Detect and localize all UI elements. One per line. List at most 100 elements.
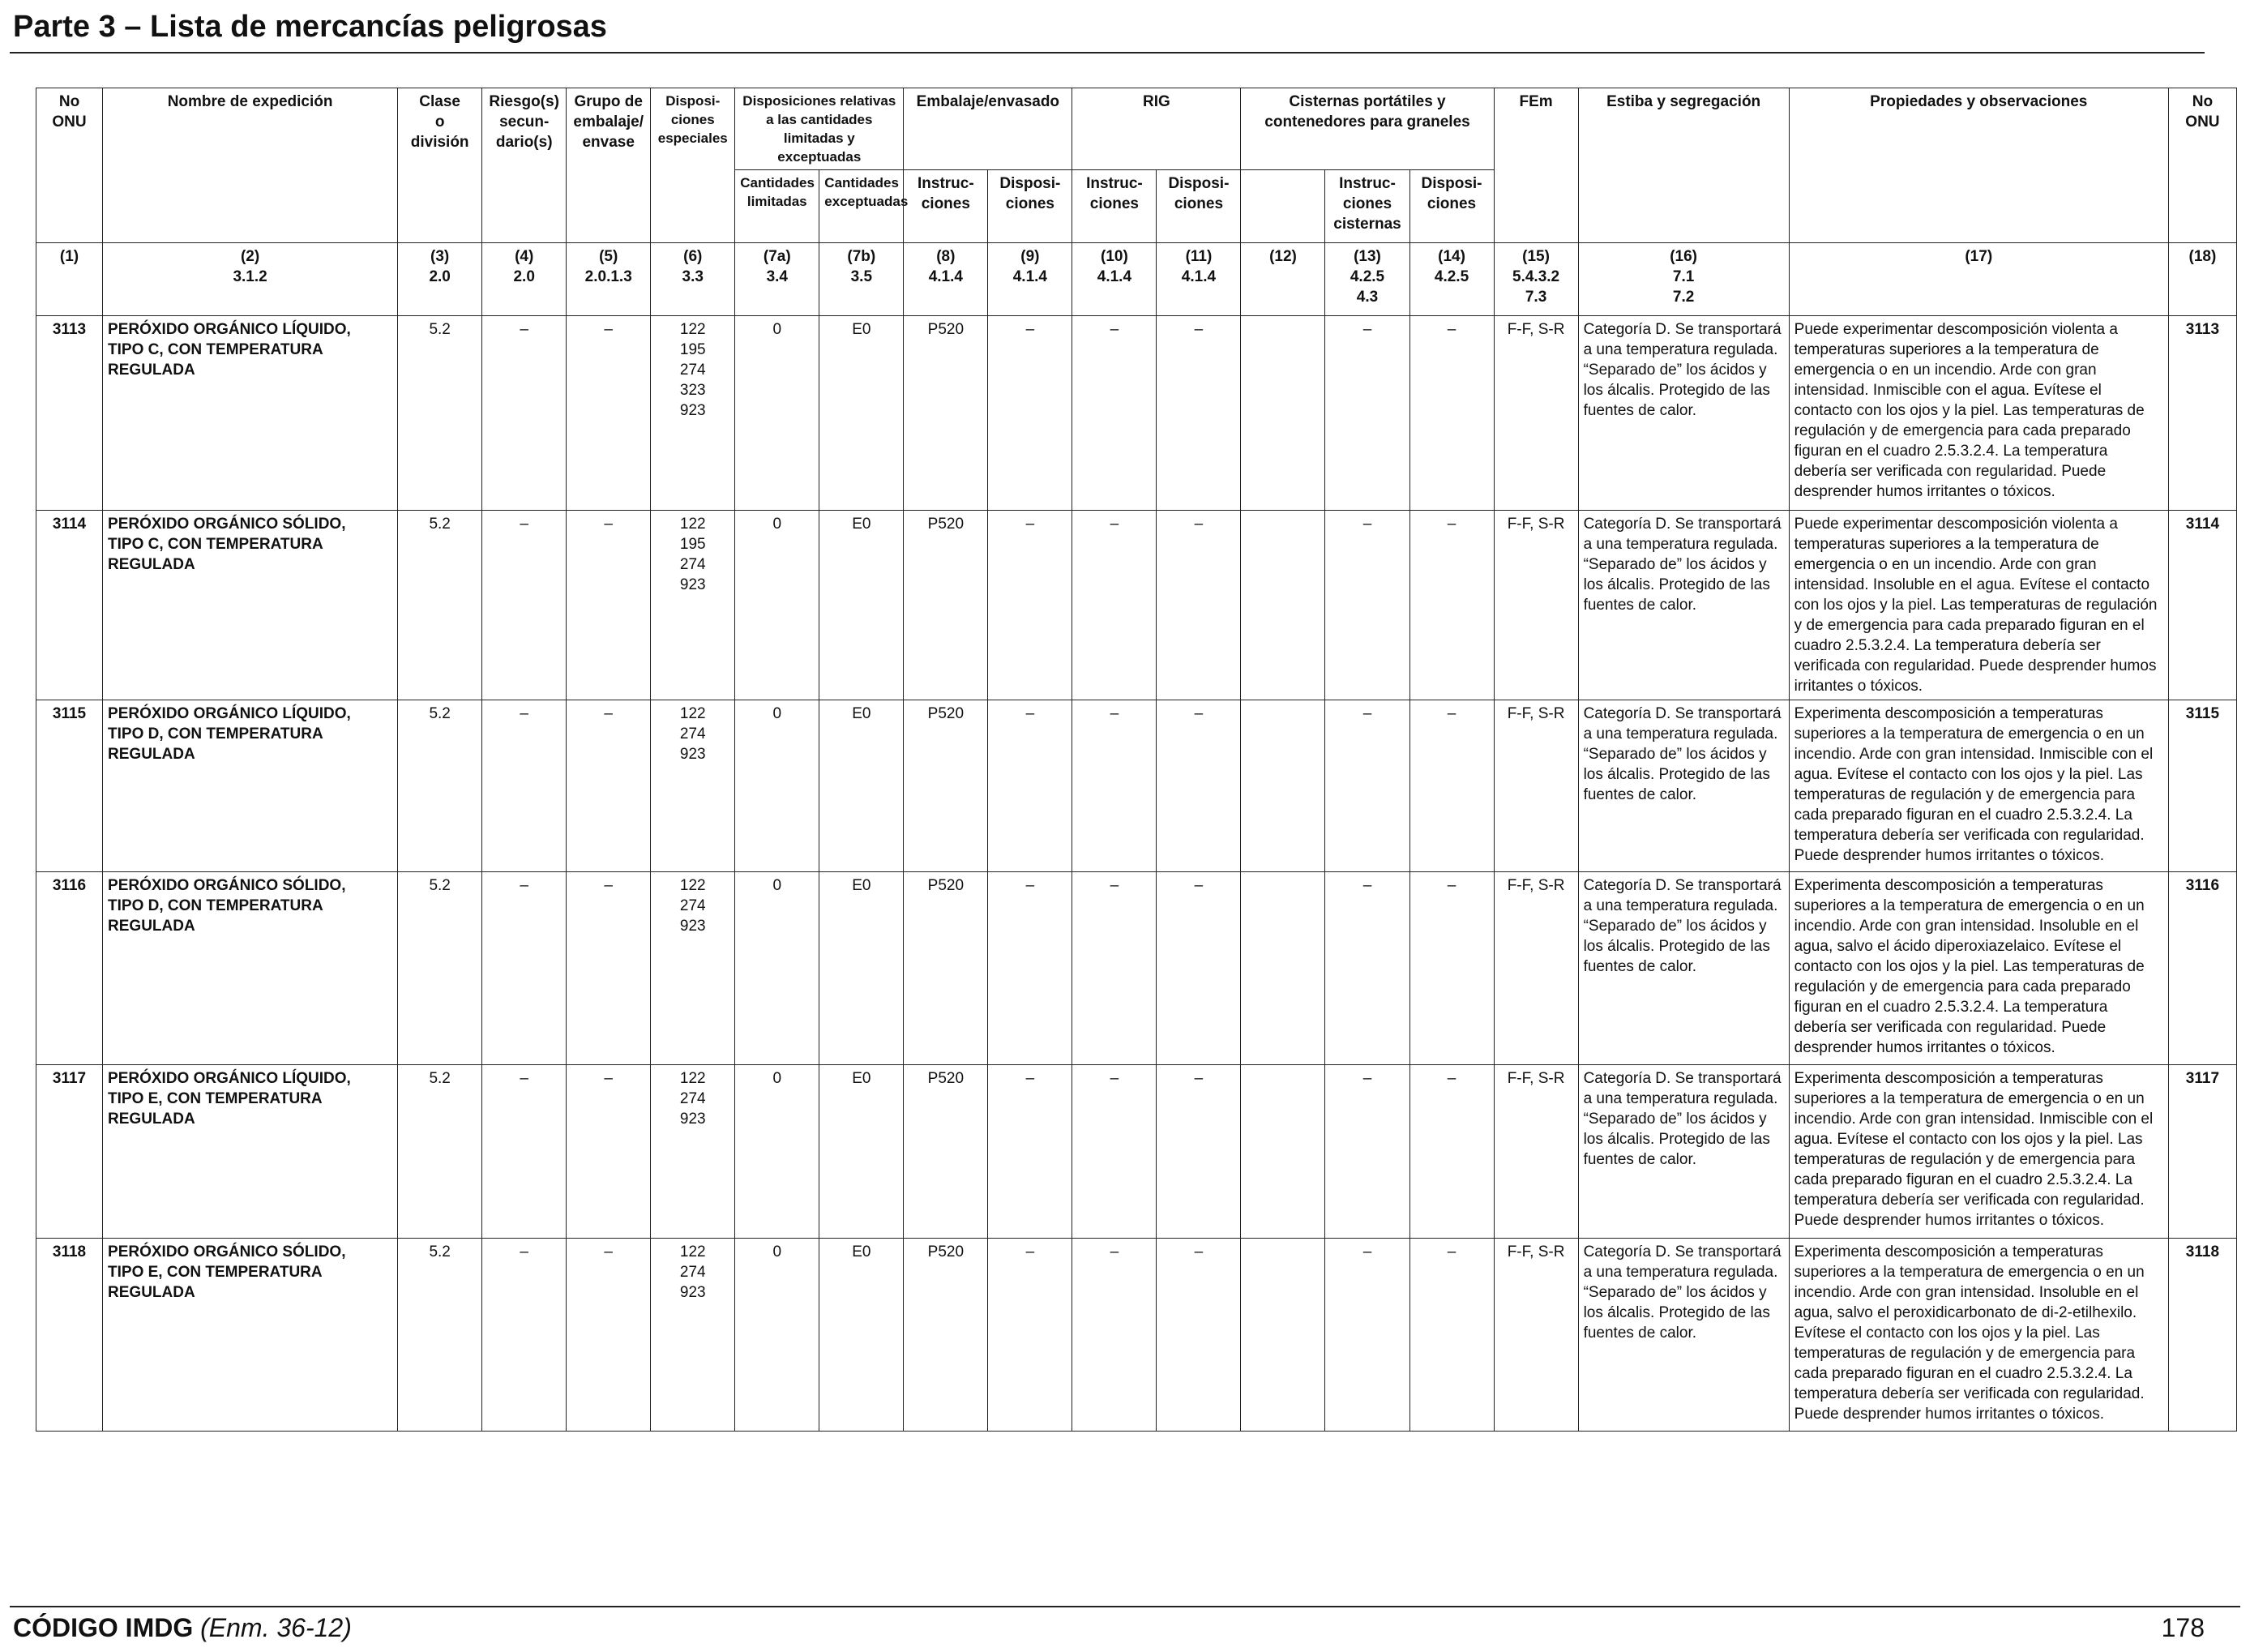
table-row: 3116 PERÓXIDO ORGÁNICO SÓLIDO, TIPO D, CO… bbox=[35, 871, 2238, 1065]
subsidiary-risk: – bbox=[481, 1238, 567, 1432]
onu-number: 3114 bbox=[35, 510, 104, 700]
properties-observations: Experimenta descomposición a temperatura… bbox=[1788, 1064, 2169, 1239]
column-number: (1) bbox=[35, 242, 104, 316]
table-row: 3113 PERÓXIDO ORGÁNICO LÍQUIDO, TIPO C, C… bbox=[35, 315, 2238, 511]
excepted-quantity: E0 bbox=[819, 871, 905, 1065]
subsidiary-risk: – bbox=[481, 510, 567, 700]
ibc-provision: – bbox=[1156, 1064, 1242, 1239]
onu-number-right: 3116 bbox=[2167, 871, 2238, 1065]
tank-provision: – bbox=[1409, 510, 1495, 700]
header-divider bbox=[10, 52, 2205, 53]
special-provisions: 122 274 923 bbox=[650, 871, 736, 1065]
ems-code: F-F, S-R bbox=[1493, 315, 1579, 511]
table-body: 3113 PERÓXIDO ORGÁNICO LÍQUIDO, TIPO C, C… bbox=[35, 315, 2238, 1432]
column-number: (5) 2.0.1.3 bbox=[566, 242, 652, 316]
table-row: 3114 PERÓXIDO ORGÁNICO SÓLIDO, TIPO C, CO… bbox=[35, 510, 2238, 700]
column-number: (15) 5.4.3.2 7.3 bbox=[1493, 242, 1579, 316]
header-no-onu-right: No ONU bbox=[2167, 88, 2238, 243]
excepted-quantity: E0 bbox=[819, 315, 905, 511]
column-number: (12) bbox=[1240, 242, 1326, 316]
packing-group: – bbox=[566, 315, 652, 511]
tank-provision: – bbox=[1409, 1238, 1495, 1432]
column-number: (8) 4.1.4 bbox=[903, 242, 989, 316]
column-number: (16) 7.1 7.2 bbox=[1577, 242, 1790, 316]
tank-provision: – bbox=[1409, 1064, 1495, 1239]
header-cis-instrucciones: Instruc- ciones cisternas bbox=[1324, 169, 1410, 243]
stowage-segregation: Categoría D. Se transportará a una tempe… bbox=[1577, 315, 1790, 511]
stowage-segregation: Categoría D. Se transportará a una tempe… bbox=[1577, 700, 1790, 872]
ems-code: F-F, S-R bbox=[1493, 700, 1579, 872]
class-division: 5.2 bbox=[397, 871, 483, 1065]
stowage-segregation: Categoría D. Se transportará a una tempe… bbox=[1577, 871, 1790, 1065]
header-cantidades-exceptuadas: Cantidades exceptuadas bbox=[819, 169, 908, 243]
onu-number: 3117 bbox=[35, 1064, 104, 1239]
packing-instruction: P520 bbox=[903, 1064, 989, 1239]
header-no-onu: No ONU bbox=[35, 88, 104, 243]
column-12-cell bbox=[1240, 1238, 1326, 1432]
packing-group: – bbox=[566, 1064, 652, 1239]
header-nombre: Nombre de expedición bbox=[102, 88, 399, 243]
shipping-name: PERÓXIDO ORGÁNICO LÍQUIDO, TIPO D, CON T… bbox=[102, 700, 399, 872]
special-provisions: 122 195 274 923 bbox=[650, 510, 736, 700]
ibc-instruction: – bbox=[1072, 1238, 1157, 1432]
header-grupo: Grupo de embalaje/ envase bbox=[566, 88, 652, 243]
ibc-instruction: – bbox=[1072, 510, 1157, 700]
packing-provision: – bbox=[987, 871, 1073, 1065]
properties-observations: Puede experimentar descomposición violen… bbox=[1788, 510, 2169, 700]
tank-provision: – bbox=[1409, 871, 1495, 1065]
excepted-quantity: E0 bbox=[819, 1064, 905, 1239]
header-rig-group: RIG bbox=[1072, 88, 1242, 170]
ibc-instruction: – bbox=[1072, 315, 1157, 511]
ems-code: F-F, S-R bbox=[1493, 1238, 1579, 1432]
packing-instruction: P520 bbox=[903, 1238, 989, 1432]
header-riesgo: Riesgo(s) secun- dario(s) bbox=[481, 88, 567, 243]
shipping-name: PERÓXIDO ORGÁNICO SÓLIDO, TIPO E, CON TE… bbox=[102, 1238, 399, 1432]
properties-observations: Puede experimentar descomposición violen… bbox=[1788, 315, 2169, 511]
header-cisternas-group: Cisternas portátiles y contenedores para… bbox=[1240, 88, 1495, 170]
header-propiedades: Propiedades y observaciones bbox=[1788, 88, 2169, 243]
header-row-1: No ONU Nombre de expedición Clase o divi… bbox=[35, 88, 2238, 243]
properties-observations: Experimenta descomposición a temperatura… bbox=[1788, 1238, 2169, 1432]
tank-instruction: – bbox=[1324, 1064, 1410, 1239]
properties-observations: Experimenta descomposición a temperatura… bbox=[1788, 700, 2169, 872]
shipping-name: PERÓXIDO ORGÁNICO LÍQUIDO, TIPO C, CON T… bbox=[102, 315, 399, 511]
footer-code: CÓDIGO IMDG bbox=[13, 1613, 194, 1642]
header-rig-instrucciones: Instruc- ciones bbox=[1072, 169, 1157, 243]
special-provisions: 122 274 923 bbox=[650, 700, 736, 872]
column-number: (6) 3.3 bbox=[650, 242, 736, 316]
special-provisions: 122 274 923 bbox=[650, 1238, 736, 1432]
tank-instruction: – bbox=[1324, 315, 1410, 511]
properties-observations: Experimenta descomposición a temperatura… bbox=[1788, 871, 2169, 1065]
header-estiba: Estiba y segregación bbox=[1577, 88, 1790, 243]
column-12-cell bbox=[1240, 1064, 1326, 1239]
column-number: (7a) 3.4 bbox=[734, 242, 820, 316]
dangerous-goods-table-container: No ONU Nombre de expedición Clase o divi… bbox=[35, 88, 2238, 1432]
stowage-segregation: Categoría D. Se transportará a una tempe… bbox=[1577, 1238, 1790, 1432]
excepted-quantity: E0 bbox=[819, 1238, 905, 1432]
column-number: (11) 4.1.4 bbox=[1156, 242, 1242, 316]
column-12-cell bbox=[1240, 700, 1326, 872]
subsidiary-risk: – bbox=[481, 871, 567, 1065]
ems-code: F-F, S-R bbox=[1493, 1064, 1579, 1239]
packing-instruction: P520 bbox=[903, 315, 989, 511]
column-12-cell bbox=[1240, 510, 1326, 700]
ibc-provision: – bbox=[1156, 700, 1242, 872]
tank-provision: – bbox=[1409, 700, 1495, 872]
packing-provision: – bbox=[987, 700, 1073, 872]
special-provisions: 122 274 923 bbox=[650, 1064, 736, 1239]
footer-source: CÓDIGO IMDG (Enm. 36-12) bbox=[13, 1613, 352, 1643]
header-row-2: Cantidades limitadas Cantidades exceptua… bbox=[36, 169, 2237, 243]
packing-instruction: P520 bbox=[903, 700, 989, 872]
packing-instruction: P520 bbox=[903, 871, 989, 1065]
header-embalaje-group: Embalaje/envasado bbox=[903, 88, 1073, 170]
header-cantidades-group: Disposiciones relativas a las cantidades… bbox=[734, 88, 905, 170]
header-emb-instrucciones: Instruc- ciones bbox=[903, 169, 989, 243]
column-number: (3) 2.0 bbox=[397, 242, 483, 316]
onu-number-right: 3118 bbox=[2167, 1238, 2238, 1432]
ibc-instruction: – bbox=[1072, 1064, 1157, 1239]
header-disposiciones-especiales: Disposi- ciones especiales bbox=[650, 88, 736, 243]
onu-number: 3115 bbox=[35, 700, 104, 872]
onu-number-right: 3115 bbox=[2167, 700, 2238, 872]
ibc-provision: – bbox=[1156, 1238, 1242, 1432]
subsidiary-risk: – bbox=[481, 1064, 567, 1239]
